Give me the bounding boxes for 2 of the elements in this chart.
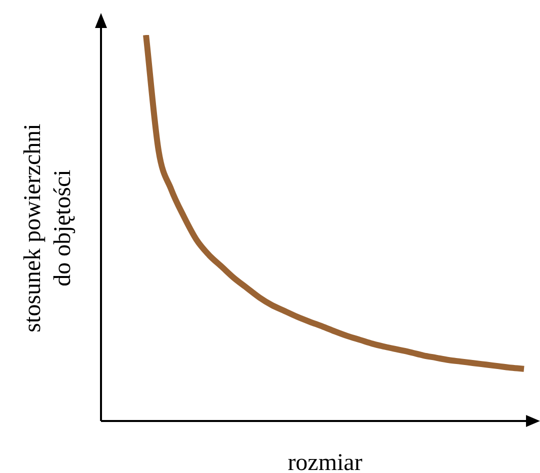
x-axis-title: rozmiar bbox=[288, 450, 362, 473]
y-axis-title: stosunek powierzchni do objętości bbox=[20, 123, 76, 332]
